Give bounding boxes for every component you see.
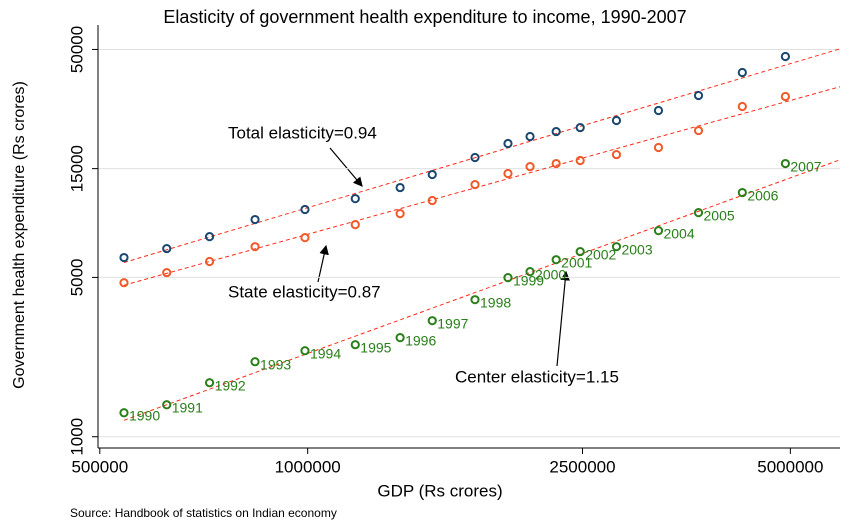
point <box>575 246 585 257</box>
point <box>395 182 405 193</box>
source-note: Source: Handbook of statistics on Indian… <box>70 506 337 520</box>
fit-line <box>123 86 841 286</box>
y-axis-label: Government health expenditure (Rs crores… <box>11 81 28 389</box>
fit-line <box>123 48 841 263</box>
point <box>525 162 535 172</box>
point <box>162 400 172 410</box>
y-tick-label: 1000 <box>67 418 86 456</box>
point-label: 2002 <box>585 246 616 262</box>
point <box>250 242 260 252</box>
point <box>427 195 437 206</box>
point-label: 1990 <box>129 407 160 423</box>
point <box>611 115 622 126</box>
x-tick-label: 1000000 <box>275 457 341 476</box>
point <box>551 255 561 265</box>
point-label: 1991 <box>172 399 203 415</box>
point <box>119 408 129 418</box>
point <box>693 208 704 218</box>
point <box>350 194 360 204</box>
point <box>737 187 747 198</box>
point <box>575 155 585 166</box>
y-tick-label: 5000 <box>67 258 86 296</box>
point <box>470 152 480 163</box>
x-axis-label: GDP (Rs crores) <box>377 481 502 500</box>
point <box>204 256 215 267</box>
annotation: State elasticity=0.87 <box>228 282 381 301</box>
point <box>119 252 129 263</box>
x-tick-label: 500000 <box>71 457 128 476</box>
chart-title: Elasticity of government health expendit… <box>163 7 686 27</box>
point-label: 1995 <box>360 339 391 355</box>
point-label: 1994 <box>310 345 341 361</box>
point <box>503 168 513 179</box>
point <box>653 226 664 236</box>
point-label: 2001 <box>561 254 592 270</box>
point <box>350 340 360 350</box>
point <box>611 242 622 252</box>
point <box>204 378 215 388</box>
annotation: Total elasticity=0.94 <box>228 123 377 142</box>
point <box>250 357 260 367</box>
point <box>653 142 664 153</box>
point <box>551 126 561 137</box>
point-label: 2003 <box>621 241 652 257</box>
point-label: 1999 <box>513 272 544 288</box>
point <box>427 169 437 180</box>
point-label: 1993 <box>260 356 291 372</box>
point-label: 1992 <box>215 377 246 393</box>
point <box>737 67 747 78</box>
point <box>204 232 215 242</box>
point <box>653 105 664 116</box>
point <box>300 233 310 243</box>
point <box>525 131 535 142</box>
point <box>780 91 791 102</box>
point <box>737 101 747 112</box>
point-label: 2007 <box>790 158 821 174</box>
point <box>250 214 260 225</box>
point <box>525 267 535 277</box>
point-label: 1998 <box>480 294 511 310</box>
point-label: 2006 <box>747 187 778 203</box>
annotation: Center elasticity=1.15 <box>455 367 619 386</box>
point <box>395 333 405 343</box>
point <box>470 179 480 190</box>
point-label: 1997 <box>437 315 468 331</box>
point <box>575 122 585 133</box>
point <box>503 138 513 149</box>
point <box>470 295 480 305</box>
annotation-arrows <box>317 147 570 367</box>
point-label: 2004 <box>663 225 694 241</box>
point-label: 2000 <box>535 266 566 282</box>
point <box>300 346 310 356</box>
point <box>551 158 561 169</box>
point <box>350 220 360 230</box>
point <box>300 204 310 215</box>
x-tick-label: 2500000 <box>549 457 615 476</box>
point <box>780 51 791 62</box>
point <box>395 209 405 219</box>
point <box>162 243 172 254</box>
point <box>503 273 513 283</box>
point <box>427 316 437 326</box>
point <box>162 267 172 278</box>
point <box>693 125 704 136</box>
point <box>693 90 704 101</box>
fit-line <box>123 159 841 421</box>
point <box>611 149 622 160</box>
point <box>119 278 129 288</box>
point-label: 2005 <box>704 207 735 223</box>
x-tick-label: 5000000 <box>757 457 823 476</box>
point <box>780 158 791 169</box>
point-label: 1996 <box>405 332 436 348</box>
y-tick-label: 15000 <box>67 145 86 192</box>
y-tick-label: 50000 <box>67 26 86 73</box>
